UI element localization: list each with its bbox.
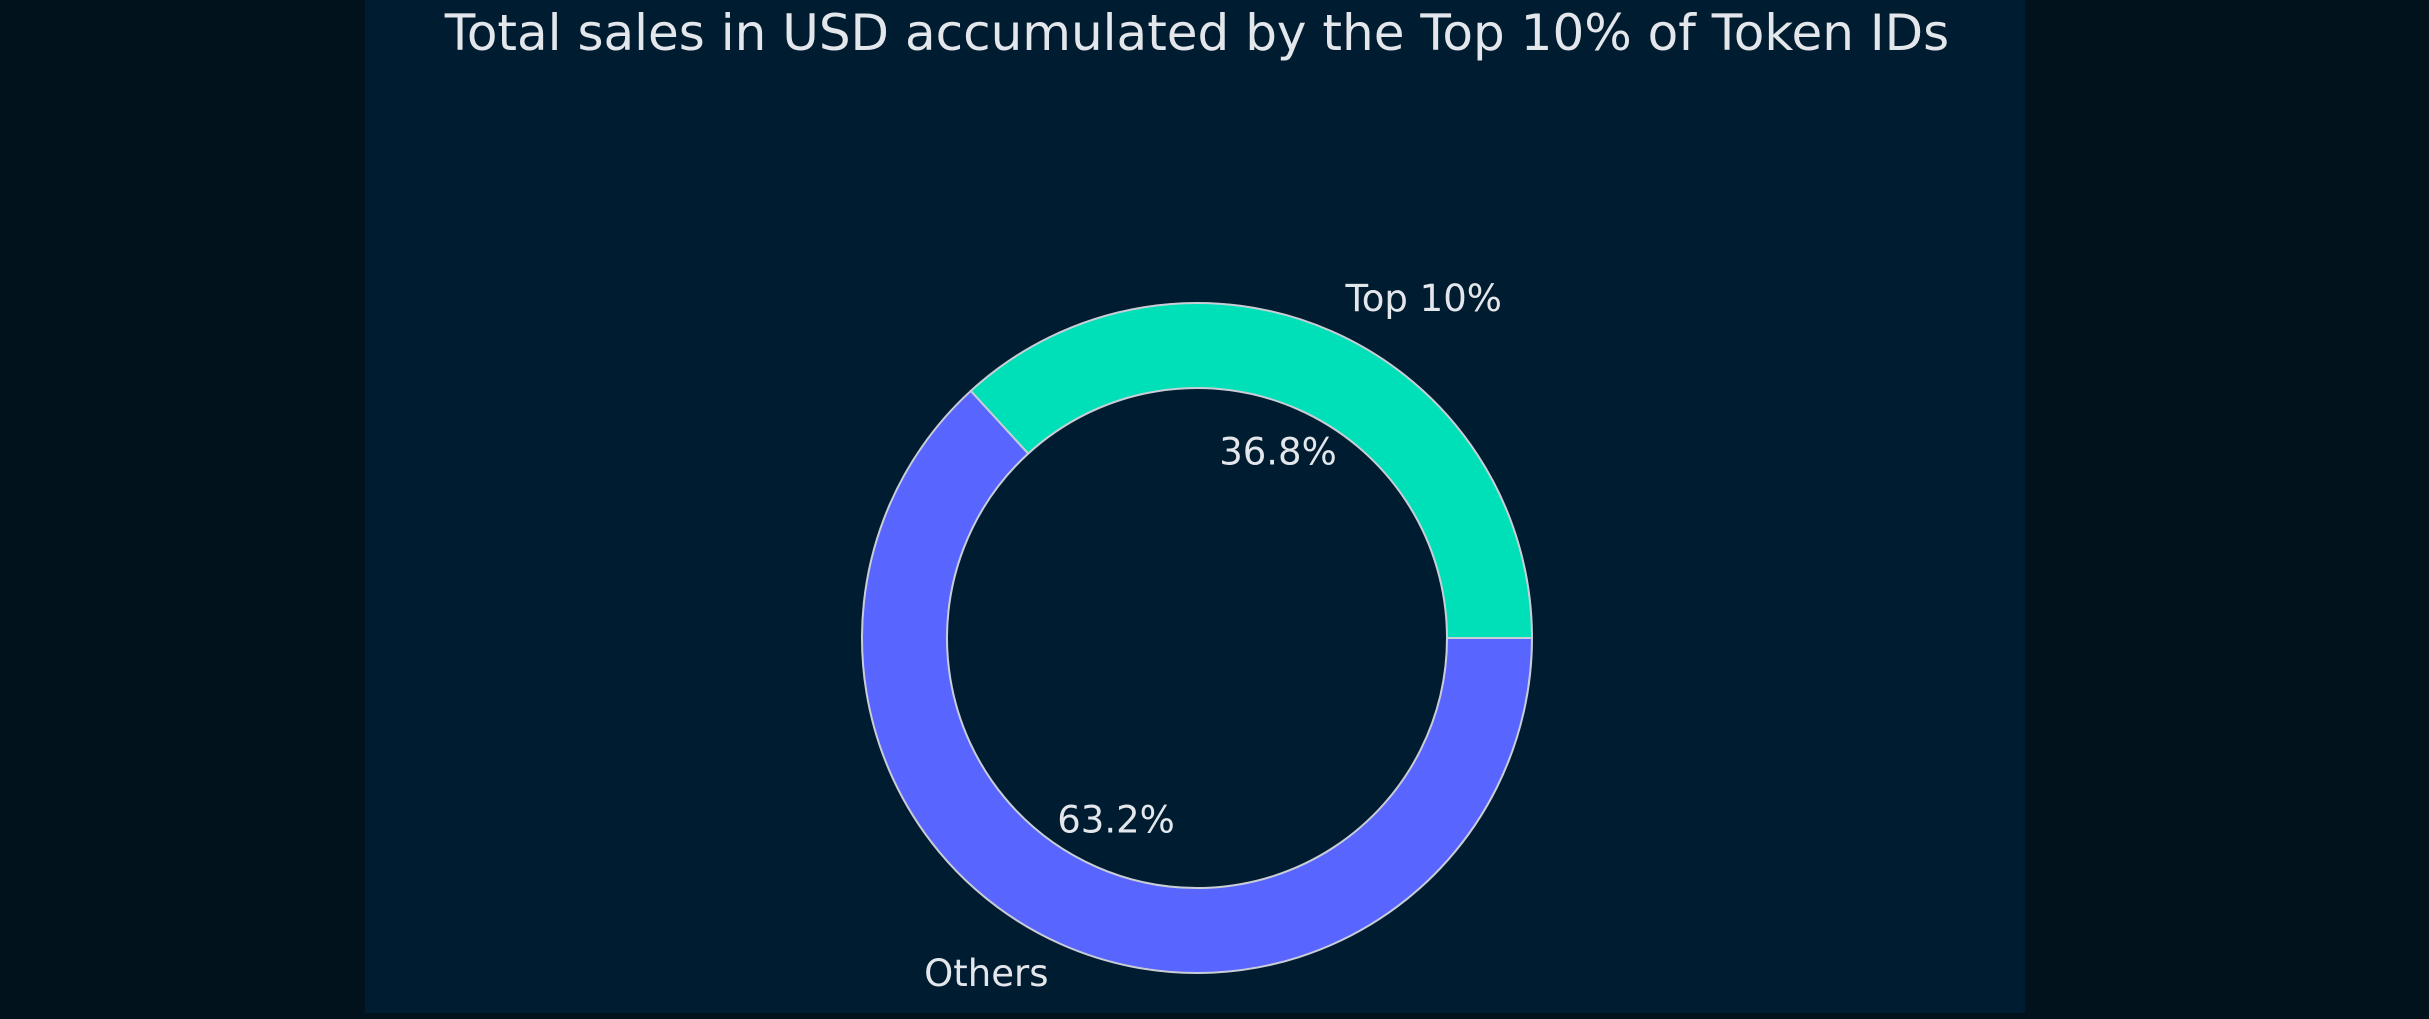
donut-slices: [861, 302, 1534, 974]
donut-labels: Top 10% 36.8% Others 63.2%: [924, 277, 1502, 995]
chart-title: Total sales in USD accumulated by the To…: [444, 4, 1949, 62]
donut-slice-top-10: [969, 302, 1534, 639]
slice-label-others: Others: [924, 952, 1048, 995]
slice-percent-top-10: 36.8%: [1219, 431, 1337, 474]
donut-slice-others: [861, 389, 1534, 974]
slice-label-top-10: Top 10%: [1344, 277, 1501, 320]
slice-percent-others: 63.2%: [1057, 798, 1175, 841]
chart-panel: [365, 0, 2025, 1013]
